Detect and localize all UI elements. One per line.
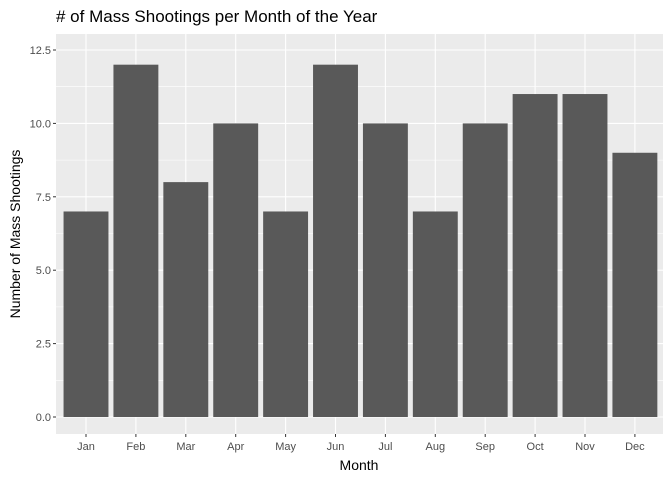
bar-jan bbox=[63, 211, 109, 417]
y-tick-label: 10.0 bbox=[30, 118, 51, 130]
x-tick-label: Dec bbox=[625, 441, 645, 453]
x-tick-label: Oct bbox=[527, 441, 544, 453]
y-axis-title: Number of Mass Shootings bbox=[7, 150, 23, 319]
x-tick-label: Aug bbox=[426, 441, 446, 453]
y-tick-label: 12.5 bbox=[30, 45, 51, 57]
y-tick-label: 5.0 bbox=[36, 265, 51, 277]
x-tick-label: Jan bbox=[77, 441, 95, 453]
x-tick-label: May bbox=[275, 441, 296, 453]
x-tick-label: Nov bbox=[575, 441, 595, 453]
x-tick-label: Sep bbox=[475, 441, 495, 453]
bar-sep bbox=[462, 123, 508, 418]
bar-may bbox=[263, 211, 309, 417]
chart-title: # of Mass Shootings per Month of the Yea… bbox=[56, 7, 378, 26]
y-tick-label: 2.5 bbox=[36, 339, 51, 351]
bars bbox=[63, 64, 658, 418]
x-tick-label: Feb bbox=[126, 441, 145, 453]
bar-oct bbox=[512, 94, 558, 417]
bar-jul bbox=[362, 123, 408, 418]
bar-jun bbox=[313, 64, 358, 418]
bar-mar bbox=[163, 182, 209, 417]
y-axis: 0.0 2.5 5.0 7.5 10.0 12.5 bbox=[30, 45, 56, 424]
x-tick-label: Jul bbox=[378, 441, 392, 453]
y-tick-label: 0.0 bbox=[36, 412, 51, 424]
bar-aug bbox=[412, 211, 458, 417]
x-tick-label: Jun bbox=[327, 441, 345, 453]
y-tick-label: 7.5 bbox=[36, 192, 51, 204]
bar-dec bbox=[612, 152, 658, 417]
x-axis: Jan Feb Mar Apr May Jun Jul Aug Sep Oct Nov Dec bbox=[77, 434, 645, 453]
x-axis-title: Month bbox=[340, 457, 379, 473]
bar-apr bbox=[213, 123, 259, 418]
x-tick-label: Apr bbox=[227, 441, 244, 453]
bar-feb bbox=[113, 64, 159, 418]
bar-nov bbox=[562, 94, 608, 417]
x-tick-label: Mar bbox=[176, 441, 195, 453]
